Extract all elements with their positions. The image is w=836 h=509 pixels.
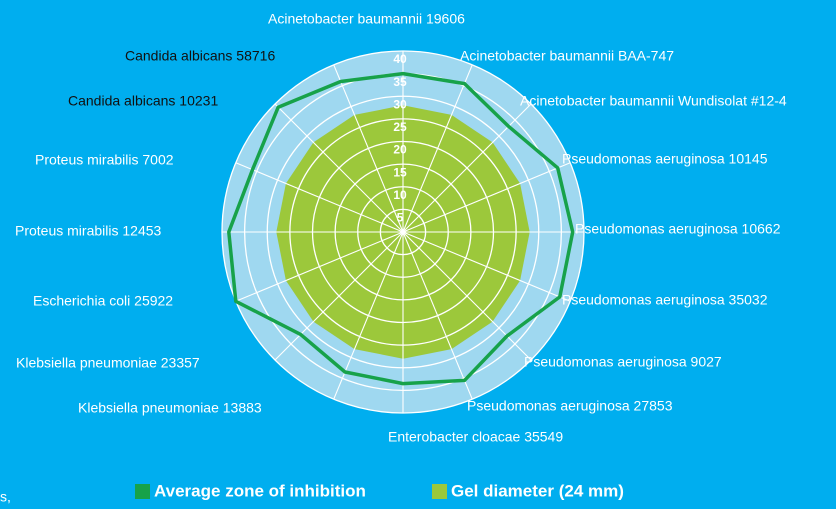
legend-swatch bbox=[432, 484, 447, 499]
r-tick-label: 10 bbox=[393, 188, 407, 202]
r-tick-label: 20 bbox=[393, 143, 407, 157]
category-label: Proteus mirabilis 7002 bbox=[35, 152, 174, 168]
category-label: Escherichia coli 25922 bbox=[33, 293, 173, 309]
category-label: Pseudomonas aeruginosa 10145 bbox=[562, 151, 768, 167]
grid-spoke bbox=[274, 231, 404, 361]
grid-spoke bbox=[402, 64, 473, 233]
legend-label: Average zone of inhibition bbox=[154, 481, 366, 500]
category-label: Enterobacter cloacae 35549 bbox=[388, 429, 563, 445]
grid-spoke bbox=[333, 64, 404, 233]
r-tick-label: 5 bbox=[397, 211, 404, 225]
category-label: Acinetobacter baumannii BAA-747 bbox=[460, 48, 674, 64]
category-label: Acinetobacter baumannii Wundisolat #12-4 bbox=[520, 93, 787, 109]
grid-spoke bbox=[274, 103, 404, 233]
legend-label: Gel diameter (24 mm) bbox=[451, 481, 624, 500]
category-label: Proteus mirabilis 12453 bbox=[15, 223, 162, 239]
category-label: Pseudomonas aeruginosa 35032 bbox=[562, 292, 768, 308]
category-label: Candida albicans 10231 bbox=[68, 93, 218, 109]
inhibition-line bbox=[227, 71, 575, 386]
category-label: Klebsiella pneumoniae 13883 bbox=[78, 400, 262, 416]
grid-spoke bbox=[402, 231, 473, 400]
category-label: Pseudomonas aeruginosa 10662 bbox=[575, 221, 781, 237]
category-label: Acinetobacter baumannii 19606 bbox=[268, 11, 465, 27]
r-tick-label: 35 bbox=[393, 75, 407, 89]
legend-swatch bbox=[135, 484, 150, 499]
category-label: Pseudomonas aeruginosa 9027 bbox=[524, 354, 722, 370]
category-label: Candida albicans 58716 bbox=[125, 48, 275, 64]
r-tick-label: 40 bbox=[393, 52, 407, 66]
r-tick-label: 15 bbox=[393, 165, 407, 179]
grid-spoke bbox=[402, 231, 532, 361]
grid-spoke bbox=[235, 162, 404, 233]
footnote: s, bbox=[0, 489, 11, 505]
category-label: Klebsiella pneumoniae 23357 bbox=[16, 355, 200, 371]
r-tick-label: 30 bbox=[393, 97, 407, 111]
grid-spoke bbox=[402, 162, 571, 233]
grid-spoke bbox=[402, 231, 571, 302]
category-label: Pseudomonas aeruginosa 27853 bbox=[467, 398, 673, 414]
grid-spoke bbox=[235, 231, 404, 302]
r-tick-label: 25 bbox=[393, 120, 407, 134]
